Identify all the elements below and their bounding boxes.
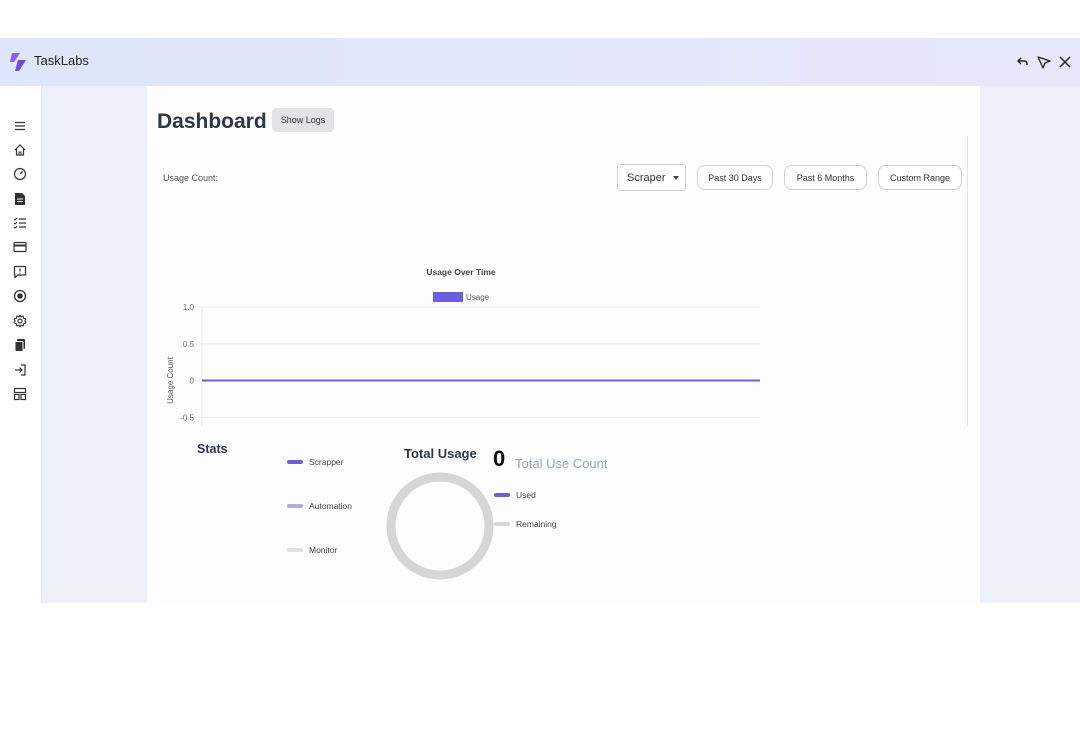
legend-swatch xyxy=(494,522,510,526)
window-controls xyxy=(1015,54,1072,69)
y-tick-label: -0.5 xyxy=(180,413,194,422)
y-axis-label: Usage Count xyxy=(166,356,175,403)
past-6-months-button[interactable]: Past 6 Months xyxy=(784,165,867,190)
usage-count-label: Usage Count: xyxy=(163,173,219,183)
total-use-count-value: 0 xyxy=(493,446,506,471)
show-logs-button[interactable]: Show Logs xyxy=(272,108,334,132)
usage-over-time-chart: Usage Over TimeUsage1.00.50-0.5-1.0Usage… xyxy=(166,267,760,426)
legend-label: Remaining xyxy=(516,519,557,529)
home-icon[interactable] xyxy=(12,142,28,158)
legend-label: Scrapper xyxy=(309,457,344,467)
tasklabs-logo xyxy=(10,53,26,71)
donut-remaining-ring xyxy=(386,472,494,580)
service-select[interactable]: Scraper xyxy=(617,164,686,191)
pointer-icon[interactable] xyxy=(1036,54,1051,69)
total-legend-remaining[interactable]: Remaining xyxy=(494,519,557,529)
settings-icon[interactable] xyxy=(12,313,28,329)
legend-label: Automation xyxy=(309,501,352,511)
stats-legend-scrapper[interactable]: Scrapper xyxy=(287,457,344,467)
y-tick-label: 1.0 xyxy=(183,303,195,312)
dashboard-panel: Dashboard Show Logs Usage Count: Scraper… xyxy=(147,86,980,603)
page-title: Dashboard xyxy=(157,110,267,133)
legend-label: Monitor xyxy=(309,545,338,555)
chart-title: Usage Over Time xyxy=(426,267,496,277)
legend-swatch-usage xyxy=(433,292,463,302)
menu-icon[interactable] xyxy=(12,118,28,134)
copy-icon[interactable] xyxy=(12,337,28,353)
close-icon[interactable] xyxy=(1057,54,1072,69)
document-icon[interactable] xyxy=(12,191,28,207)
legend-label: Used xyxy=(516,490,536,500)
caret-down-icon xyxy=(672,175,679,180)
legend-swatch xyxy=(494,493,510,497)
total-use-count-label: Total Use Count xyxy=(515,456,608,471)
speedometer-icon[interactable] xyxy=(12,166,28,182)
stats-title: Stats xyxy=(197,442,228,456)
app-title: TaskLabs xyxy=(34,53,89,68)
layout-icon[interactable] xyxy=(12,386,28,402)
checklist-icon[interactable] xyxy=(12,215,28,231)
record-icon[interactable] xyxy=(12,288,28,304)
y-tick-label: 0 xyxy=(190,377,195,386)
divider xyxy=(967,136,968,426)
credit-card-icon[interactable] xyxy=(12,239,28,255)
legend-swatch xyxy=(287,460,303,464)
title-bar: TaskLabs xyxy=(0,38,1080,86)
left-gutter xyxy=(42,86,147,603)
sidebar xyxy=(0,86,42,603)
legend-swatch xyxy=(287,504,303,508)
app-window: TaskLabs xyxy=(0,38,1080,603)
total-usage-donut xyxy=(386,472,494,580)
login-icon[interactable] xyxy=(12,362,28,378)
service-select-value: Scraper xyxy=(627,171,666,184)
past-30-days-button[interactable]: Past 30 Days xyxy=(697,165,773,190)
total-legend-used[interactable]: Used xyxy=(494,490,536,500)
total-usage-title: Total Usage xyxy=(404,446,477,461)
stats-legend-monitor[interactable]: Monitor xyxy=(287,545,337,555)
legend-swatch xyxy=(287,548,303,552)
feedback-icon[interactable] xyxy=(12,264,28,280)
stats-legend-automation[interactable]: Automation xyxy=(287,501,352,511)
custom-range-button[interactable]: Custom Range xyxy=(878,165,962,190)
right-gutter xyxy=(980,86,1080,603)
y-tick-label: 0.5 xyxy=(183,340,195,349)
undo-icon[interactable] xyxy=(1015,54,1030,69)
legend-label-usage: Usage xyxy=(466,293,490,302)
